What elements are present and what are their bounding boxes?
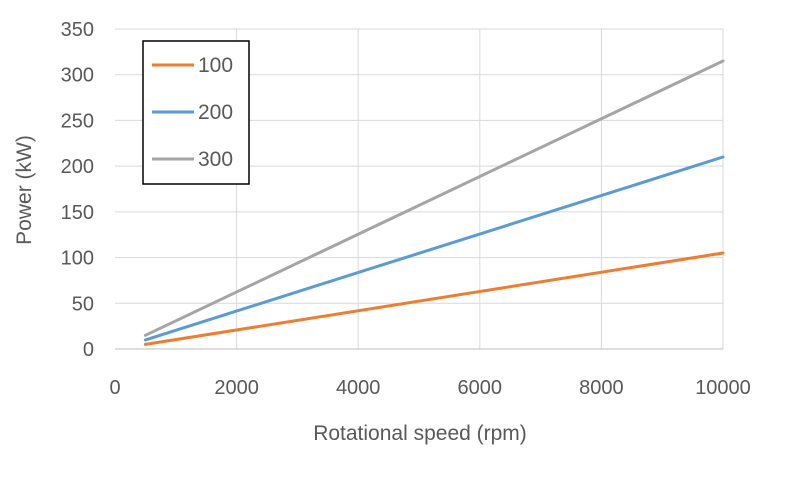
legend: 100 200 300 <box>142 40 250 185</box>
y-tick-label: 300 <box>61 65 94 87</box>
y-tick-label: 0 <box>83 339 94 361</box>
y-axis-title: Power (kW) <box>13 135 36 245</box>
x-tick-label: 10000 <box>695 377 751 399</box>
x-tick-label: 8000 <box>579 377 624 399</box>
series-lines <box>143 59 725 346</box>
series-line-2 <box>143 155 725 342</box>
legend-label-series-2: 200 <box>198 101 233 124</box>
legend-label-series-3: 300 <box>198 148 233 171</box>
y-tick-label: 250 <box>61 110 94 132</box>
series-line-3 <box>143 59 725 337</box>
y-tick-label: 200 <box>61 156 94 178</box>
series-line-1 <box>143 251 725 346</box>
y-tick-label: 50 <box>72 293 94 315</box>
y-tick-label: 100 <box>61 248 94 270</box>
legend-label-series-1: 100 <box>198 54 233 77</box>
x-tick-label: 0 <box>109 377 120 399</box>
tick-labels: 0 50 100 150 200 250 300 350 0 2000 4000 6000 8000 10… <box>61 19 751 399</box>
x-tick-label: 6000 <box>458 377 503 399</box>
x-tick-label: 4000 <box>336 377 381 399</box>
y-tick-label: 350 <box>61 19 94 41</box>
x-tick-label: 2000 <box>214 377 259 399</box>
x-axis-title: Rotational speed (rpm) <box>313 422 527 445</box>
y-tick-label: 150 <box>61 202 94 224</box>
